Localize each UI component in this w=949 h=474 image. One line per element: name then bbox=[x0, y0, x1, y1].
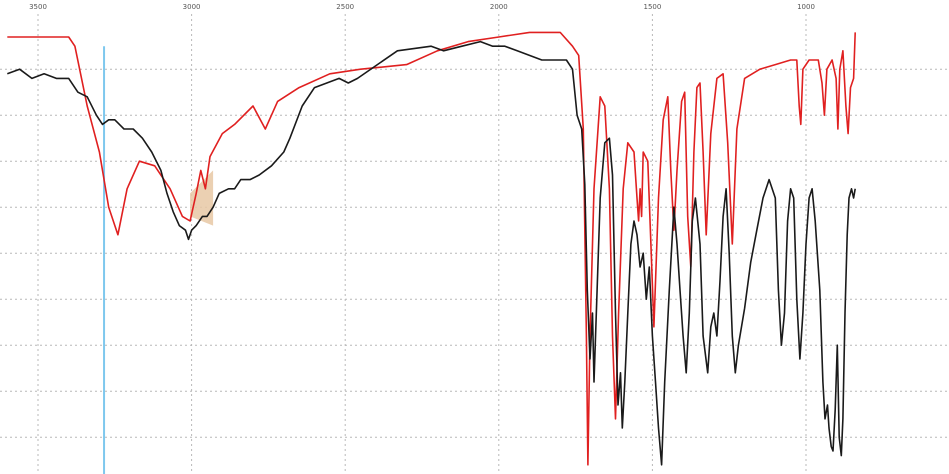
series-group bbox=[7, 31, 856, 466]
series-line-red bbox=[7, 31, 856, 466]
highlight-patch bbox=[190, 170, 214, 226]
x-tick-label: 3500 bbox=[29, 3, 47, 11]
x-tick-label: 1500 bbox=[643, 3, 661, 11]
x-tick-label: 2000 bbox=[490, 3, 508, 11]
series-line-black bbox=[7, 40, 856, 466]
x-tick-label: 2500 bbox=[336, 3, 354, 11]
highlight-region bbox=[190, 170, 214, 226]
x-tick-label: 3000 bbox=[183, 3, 201, 11]
x-tick-label: 1000 bbox=[797, 3, 815, 11]
x-tick-labels: 3500 3000 2500 2000 1500 1000 bbox=[29, 3, 815, 11]
